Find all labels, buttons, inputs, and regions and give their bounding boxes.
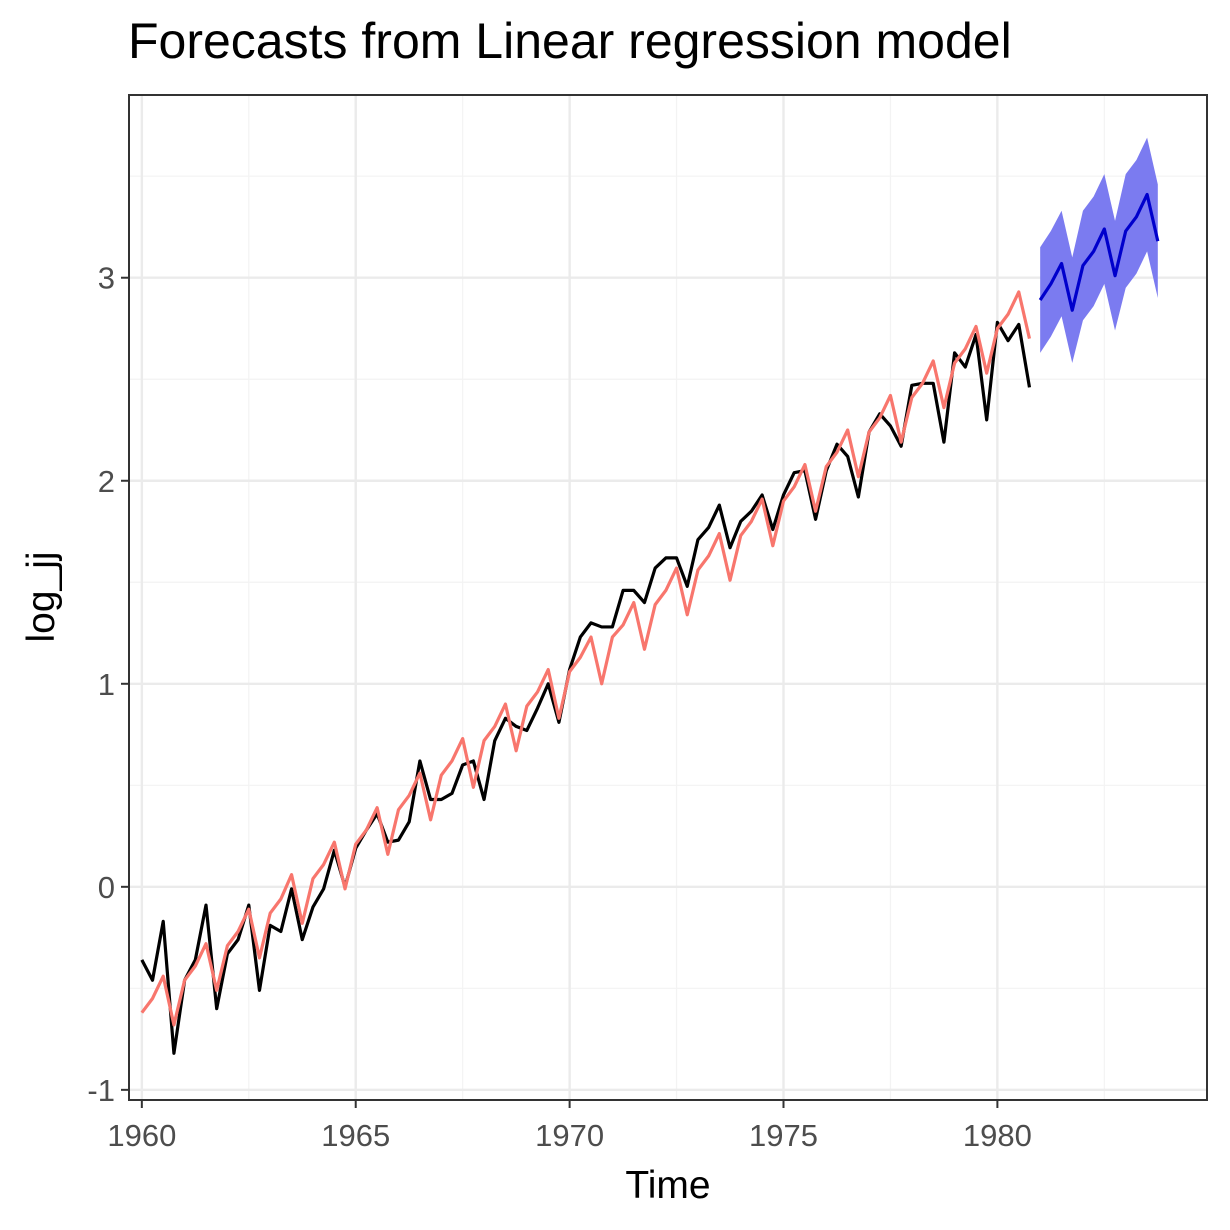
grid-layer <box>129 95 1207 1100</box>
x-tick-label: 1980 <box>963 1118 1032 1153</box>
forecast-series-line <box>1038 192 1160 312</box>
axis-layer: -1 0 1 2 3 1960 1965 1970 1975 1980 <box>87 261 1031 1153</box>
y-tick-label: -1 <box>87 1073 115 1108</box>
x-tick-label: 1970 <box>535 1118 604 1153</box>
y-axis-title: log_jj <box>20 551 63 642</box>
y-tick-label: 3 <box>98 261 115 296</box>
y-tick-label: 0 <box>98 870 115 905</box>
x-tick-label: 1965 <box>321 1118 390 1153</box>
y-tick-label: 2 <box>98 464 115 499</box>
x-tick-label: 1960 <box>107 1118 176 1153</box>
y-tick-label: 1 <box>98 667 115 702</box>
x-tick-label: 1975 <box>749 1118 818 1153</box>
prediction-interval-layer <box>1040 137 1158 363</box>
series-layer <box>140 192 1160 1055</box>
forecast-interval-band <box>1040 137 1158 363</box>
chart-title: Forecasts from Linear regression model <box>128 13 1012 69</box>
fitted-series-line <box>140 290 1032 1027</box>
panel-border <box>128 94 1208 1101</box>
x-axis-title: Time <box>625 1164 710 1207</box>
actual-series-line <box>140 320 1032 1055</box>
